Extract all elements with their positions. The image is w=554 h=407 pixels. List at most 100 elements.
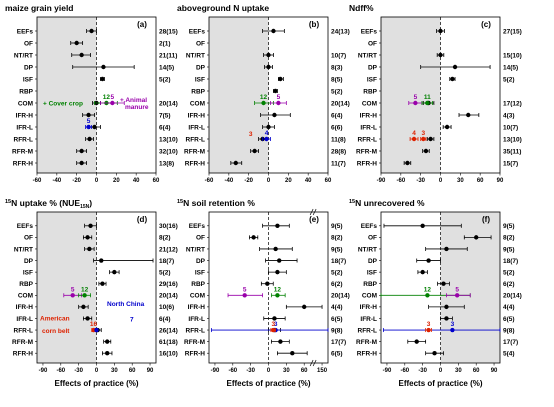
x-tick-label: 60 bbox=[473, 368, 480, 374]
highlight-count-label: 11 bbox=[424, 94, 431, 101]
category-label: EEFs bbox=[189, 223, 206, 230]
category-label: IFR-H bbox=[16, 304, 34, 311]
highlight-point bbox=[454, 293, 460, 298]
count-label: 20(14) bbox=[331, 100, 350, 107]
highlight-count-label: 5 bbox=[277, 94, 281, 101]
highlight-point bbox=[86, 124, 91, 130]
category-label: RBP bbox=[363, 281, 377, 288]
x-tick-label: -40 bbox=[224, 178, 233, 184]
count-label: 8(2) bbox=[159, 235, 171, 242]
highlight-count-label: 12 bbox=[424, 286, 432, 293]
category-label: COM bbox=[18, 100, 33, 107]
data-point bbox=[426, 258, 431, 263]
category-label: EEFs bbox=[189, 28, 206, 35]
count-label: 14(5) bbox=[503, 64, 518, 71]
category-label: RFR-H bbox=[13, 351, 34, 358]
count-label: 26(14) bbox=[159, 327, 178, 334]
highlight-count-label: 3 bbox=[451, 321, 455, 328]
count-label: 32(10) bbox=[159, 148, 178, 155]
count-label: 17(7) bbox=[503, 339, 518, 346]
annotation-text: corn belt bbox=[42, 328, 70, 335]
category-label: IFR-L bbox=[188, 316, 205, 323]
highlight-point bbox=[70, 293, 75, 298]
count-label: 5(2) bbox=[331, 88, 343, 95]
annotation-text: 7 bbox=[130, 316, 134, 323]
highlight-point bbox=[275, 293, 280, 298]
x-tick-label: -30 bbox=[418, 368, 427, 374]
data-point bbox=[272, 112, 277, 118]
count-label: 5(2) bbox=[159, 76, 171, 83]
data-point bbox=[266, 64, 271, 70]
category-label: ISF bbox=[23, 76, 33, 83]
annotation-text: American bbox=[40, 315, 70, 322]
category-label: DP bbox=[196, 64, 206, 71]
x-tick-label: 0 bbox=[267, 368, 271, 374]
category-label: NT/RT bbox=[14, 246, 33, 253]
highlight-count-label: 5 bbox=[414, 94, 418, 101]
category-label: EEFs bbox=[17, 28, 34, 35]
annotation-text: 3 bbox=[249, 131, 253, 138]
x-tick-label: -90 bbox=[377, 178, 386, 184]
x-tick-label: 90 bbox=[497, 178, 504, 184]
highlight-point bbox=[242, 293, 247, 298]
count-label: 10(6) bbox=[159, 304, 174, 311]
data-point bbox=[272, 316, 277, 321]
count-label: 10(7) bbox=[503, 124, 518, 131]
highlight-point bbox=[421, 136, 426, 142]
highlight-count-label: 3 bbox=[421, 130, 425, 137]
count-label: 14(5) bbox=[159, 64, 174, 71]
count-label: 20(14) bbox=[159, 293, 178, 300]
count-label: 17(7) bbox=[331, 339, 346, 346]
category-label: COM bbox=[190, 100, 205, 107]
panel-title: 15N soil retention % bbox=[177, 198, 255, 208]
category-label: COM bbox=[18, 293, 33, 300]
highlight-count-label: 5 bbox=[71, 286, 75, 293]
category-label: RFR-H bbox=[357, 160, 378, 167]
category-label: RFR-H bbox=[185, 160, 206, 167]
x-tick-label: 30 bbox=[457, 178, 464, 184]
category-label: OF bbox=[368, 40, 377, 47]
x-tick-label: 40 bbox=[305, 178, 312, 184]
category-label: IFR-H bbox=[188, 304, 206, 311]
data-point bbox=[278, 339, 283, 344]
category-label: IFR-H bbox=[188, 112, 206, 119]
category-label: RFR-M bbox=[356, 339, 377, 346]
data-point bbox=[290, 351, 295, 356]
count-label: 28(15) bbox=[159, 28, 178, 35]
category-label: NT/RT bbox=[358, 52, 377, 59]
x-tick-label: -60 bbox=[396, 178, 405, 184]
data-point bbox=[450, 76, 455, 82]
data-point bbox=[444, 246, 449, 252]
x-tick-label: -30 bbox=[74, 368, 83, 374]
category-label: RBP bbox=[19, 281, 33, 288]
count-label: 9(8) bbox=[331, 327, 343, 334]
category-label: RFR-L bbox=[14, 136, 34, 143]
x-tick-label: -20 bbox=[72, 178, 81, 184]
category-label: ISF bbox=[195, 269, 205, 276]
highlight-count-label: 5 bbox=[455, 286, 459, 293]
data-point bbox=[444, 304, 449, 310]
panel-title: 15N uptake % (NUE15N) bbox=[5, 198, 92, 210]
highlight-point bbox=[271, 327, 276, 333]
x-tick-label: 60 bbox=[153, 178, 160, 184]
count-label: 20(14) bbox=[159, 100, 178, 107]
count-label: 21(11) bbox=[159, 52, 177, 59]
category-label: RFR-L bbox=[358, 136, 378, 143]
highlight-point bbox=[261, 100, 266, 106]
x-tick-label: -60 bbox=[56, 368, 65, 374]
count-label: 15(7) bbox=[503, 160, 518, 167]
data-point bbox=[251, 235, 256, 240]
count-label: 30(16) bbox=[159, 223, 178, 230]
category-label: RFR-M bbox=[184, 148, 205, 155]
category-label: DP bbox=[196, 258, 206, 265]
count-label: 2(1) bbox=[159, 40, 171, 47]
category-label: OF bbox=[24, 40, 33, 47]
x-tick-label: 0 bbox=[267, 178, 271, 184]
annotation-text: + Animal bbox=[120, 97, 147, 104]
data-point bbox=[474, 235, 479, 240]
highlight-point bbox=[110, 100, 115, 106]
category-label: IFR-L bbox=[16, 316, 33, 323]
category-label: RFR-L bbox=[358, 327, 378, 334]
data-point bbox=[99, 258, 104, 263]
data-point bbox=[428, 136, 433, 142]
